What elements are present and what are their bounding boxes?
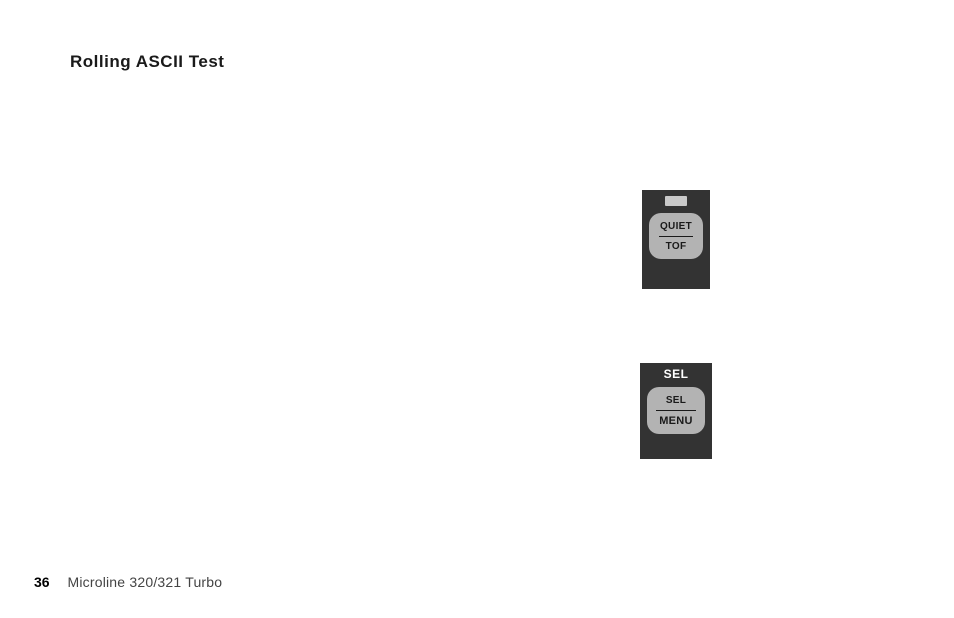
- led-indicator: [665, 196, 687, 206]
- quiet-tof-button[interactable]: QUIET TOF: [649, 213, 703, 259]
- button-label-top: QUIET: [660, 221, 692, 232]
- sel-menu-button[interactable]: SEL MENU: [647, 387, 705, 434]
- page-footer: 36 Microline 320/321 Turbo: [34, 574, 222, 590]
- model-name: Microline 320/321 Turbo: [67, 574, 222, 590]
- button-divider: [656, 410, 696, 411]
- button-panel-quiet-tof: QUIET TOF: [642, 190, 710, 289]
- sel-header-label: SEL: [664, 367, 689, 381]
- page-title: Rolling ASCII Test: [70, 52, 224, 72]
- button-divider: [659, 236, 693, 237]
- page-number: 36: [34, 574, 50, 590]
- button-label-bottom: TOF: [666, 241, 687, 252]
- button-label-bottom: MENU: [659, 415, 693, 427]
- button-label-top: SEL: [666, 395, 686, 406]
- button-panel-sel-menu: SEL SEL MENU: [640, 363, 712, 459]
